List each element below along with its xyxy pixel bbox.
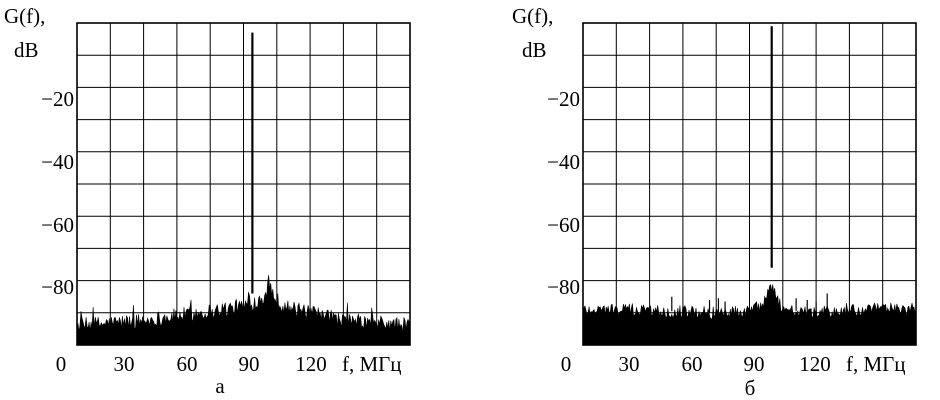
noise-floor-area xyxy=(76,275,411,346)
xtick-b-90: 90 xyxy=(744,352,765,376)
ytick-b-4: −80 xyxy=(547,275,580,299)
plot-frame-b xyxy=(582,22,917,346)
xtick-b-60: 60 xyxy=(682,352,703,376)
ylabel-line2-b: dB xyxy=(522,38,547,62)
noise-floor-area xyxy=(582,284,917,346)
spurs-b xyxy=(671,293,828,313)
xtick-b-30: 30 xyxy=(619,352,640,376)
ytick-a-4: −80 xyxy=(41,275,74,299)
spectrum-chart-a: G(f), dB −20 −40 −60 −80 0 30 60 90 120 … xyxy=(4,4,411,398)
ytick-a-3: −60 xyxy=(41,213,74,237)
ytick-a-2: −40 xyxy=(41,150,74,174)
xtick-a-120: 120 xyxy=(295,352,327,376)
ylabel-line1-b: G(f), xyxy=(512,4,553,28)
grid-a xyxy=(77,23,410,345)
caption-b: б xyxy=(745,376,756,400)
xlabel-a: f, МГц xyxy=(342,352,402,376)
noise-floor-b xyxy=(582,284,917,346)
spectrum-chart-b: G(f), dB −20 −40 −60 −80 0 30 60 90 120 … xyxy=(512,4,917,400)
xlabel-b: f, МГц xyxy=(846,352,906,376)
grid-b xyxy=(583,23,916,345)
ytick-b-2: −40 xyxy=(547,150,580,174)
noise-floor-a xyxy=(76,275,411,346)
ytick-b-3: −60 xyxy=(547,213,580,237)
ylabel-line1-a: G(f), xyxy=(4,4,45,28)
xtick-a-90: 90 xyxy=(239,352,260,376)
xtick-a-0: 0 xyxy=(56,352,67,376)
xtick-b-0: 0 xyxy=(561,352,572,376)
ytick-a-1: −20 xyxy=(41,87,74,111)
ylabel-line2-a: dB xyxy=(14,38,39,62)
plot-frame-a xyxy=(76,22,411,346)
xtick-b-120: 120 xyxy=(799,352,831,376)
xtick-a-60: 60 xyxy=(177,352,198,376)
caption-a: а xyxy=(215,374,225,398)
xtick-a-30: 30 xyxy=(114,352,135,376)
ytick-b-1: −20 xyxy=(547,87,580,111)
